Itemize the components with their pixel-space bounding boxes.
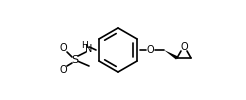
Text: O: O	[59, 43, 67, 53]
Text: O: O	[180, 42, 188, 52]
Text: S: S	[71, 55, 78, 65]
Text: N: N	[85, 44, 93, 54]
Text: O: O	[59, 65, 67, 75]
Polygon shape	[164, 50, 178, 60]
Text: O: O	[146, 45, 154, 55]
Text: H: H	[82, 40, 88, 50]
